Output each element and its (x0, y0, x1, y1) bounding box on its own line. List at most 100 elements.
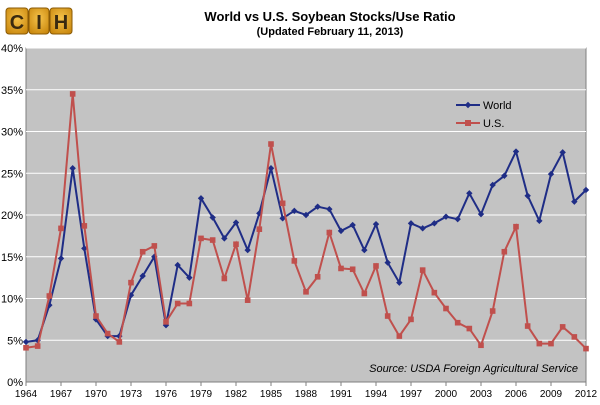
data-point-u-s (233, 241, 239, 248)
data-point-u-s (81, 223, 88, 229)
data-point-u-s (478, 342, 484, 349)
data-point-u-s (408, 316, 414, 323)
x-tick-label: 1985 (260, 389, 283, 400)
data-point-u-s (46, 293, 53, 299)
data-point-world (536, 217, 543, 225)
data-point-world (22, 338, 30, 346)
data-point-world (361, 246, 368, 254)
data-point-world (431, 220, 438, 227)
data-point-u-s (198, 235, 204, 242)
data-point-u-s (583, 345, 589, 352)
data-point-u-s (34, 343, 41, 349)
data-point-world (267, 165, 275, 172)
data-point-u-s (221, 275, 228, 282)
data-point-u-s (431, 289, 438, 296)
data-point-world (512, 148, 520, 155)
cih-logo-lettering: C I H (10, 12, 68, 34)
data-point-u-s (303, 289, 309, 295)
data-point-u-s (256, 226, 263, 232)
data-point-u-s (396, 333, 403, 339)
data-point-u-s (314, 273, 321, 280)
y-tick-label: 0% (7, 377, 23, 389)
data-point-u-s (466, 325, 473, 332)
data-point-u-s (139, 248, 146, 255)
data-point-u-s (524, 323, 531, 329)
data-point-u-s (443, 305, 449, 312)
data-point-world (69, 165, 76, 172)
x-tick-label: 1967 (50, 389, 73, 400)
legend-label-u-s: U.S. (483, 118, 504, 130)
data-point-world (582, 186, 590, 194)
data-point-world (127, 291, 135, 299)
y-tick-label: 25% (1, 168, 23, 180)
data-point-world (81, 245, 88, 252)
x-tick-label: 1994 (365, 389, 388, 400)
x-tick-label: 1964 (15, 389, 38, 400)
x-tick-label: 2006 (505, 389, 528, 400)
data-point-u-s (349, 266, 356, 273)
data-point-world (302, 211, 310, 219)
x-tick-label: 1970 (85, 389, 108, 400)
x-tick-label: 2009 (540, 389, 563, 400)
data-point-world (197, 195, 205, 202)
data-point-world (349, 221, 356, 229)
chart-subtitle: (Updated February 11, 2013) (256, 26, 404, 38)
data-point-u-s (58, 225, 64, 232)
data-point-world (384, 259, 391, 266)
data-point-u-s (326, 229, 333, 236)
data-point-world (314, 203, 321, 210)
data-point-u-s (501, 248, 508, 255)
data-point-u-s (373, 263, 379, 269)
data-point-u-s (279, 200, 286, 207)
data-point-u-s (454, 319, 461, 326)
data-point-u-s (268, 141, 274, 147)
data-point-world (337, 227, 345, 235)
y-tick-label: 35% (1, 85, 23, 97)
x-tick-label: 1982 (225, 389, 248, 400)
data-point-u-s (536, 340, 543, 347)
data-point-world (326, 205, 333, 213)
y-tick-label: 20% (1, 210, 23, 222)
x-tick-label: 2000 (435, 389, 458, 400)
data-point-u-s (151, 243, 158, 249)
data-point-world (419, 225, 426, 232)
data-point-world (186, 274, 193, 281)
data-point-world (174, 261, 181, 269)
data-point-world (501, 172, 508, 179)
data-point-u-s (419, 267, 426, 273)
data-point-world (396, 279, 403, 286)
cih-logo: C I H (4, 4, 76, 38)
data-point-world (547, 170, 555, 178)
y-tick-label: 40% (1, 43, 23, 55)
data-point-u-s (69, 91, 76, 97)
data-point-world (232, 219, 240, 226)
x-tick-label: 1979 (190, 389, 213, 400)
y-tick-label: 15% (1, 252, 23, 264)
svg-text:H: H (54, 12, 68, 34)
x-tick-label: 1988 (295, 389, 318, 400)
data-point-world (162, 322, 170, 329)
data-point-world (489, 181, 496, 189)
data-point-u-s (93, 313, 99, 319)
data-point-u-s (104, 330, 111, 337)
data-point-world (571, 198, 578, 205)
data-point-world (279, 215, 286, 222)
legend-marker-world (464, 101, 472, 109)
data-point-world (559, 149, 566, 156)
data-point-world (244, 246, 251, 254)
svg-text:C: C (10, 12, 24, 34)
data-point-world (466, 190, 473, 197)
data-point-u-s (548, 340, 554, 347)
y-tick-label: 30% (1, 127, 23, 139)
data-point-u-s (244, 297, 251, 303)
data-point-u-s (384, 313, 391, 319)
data-point-u-s (174, 300, 181, 307)
x-tick-label: 1973 (120, 389, 143, 400)
data-point-u-s (361, 290, 368, 297)
data-point-u-s (116, 339, 123, 345)
y-tick-label: 5% (7, 335, 23, 347)
data-point-world (57, 255, 65, 262)
data-point-world (454, 215, 461, 223)
x-tick-label: 1976 (155, 389, 178, 400)
